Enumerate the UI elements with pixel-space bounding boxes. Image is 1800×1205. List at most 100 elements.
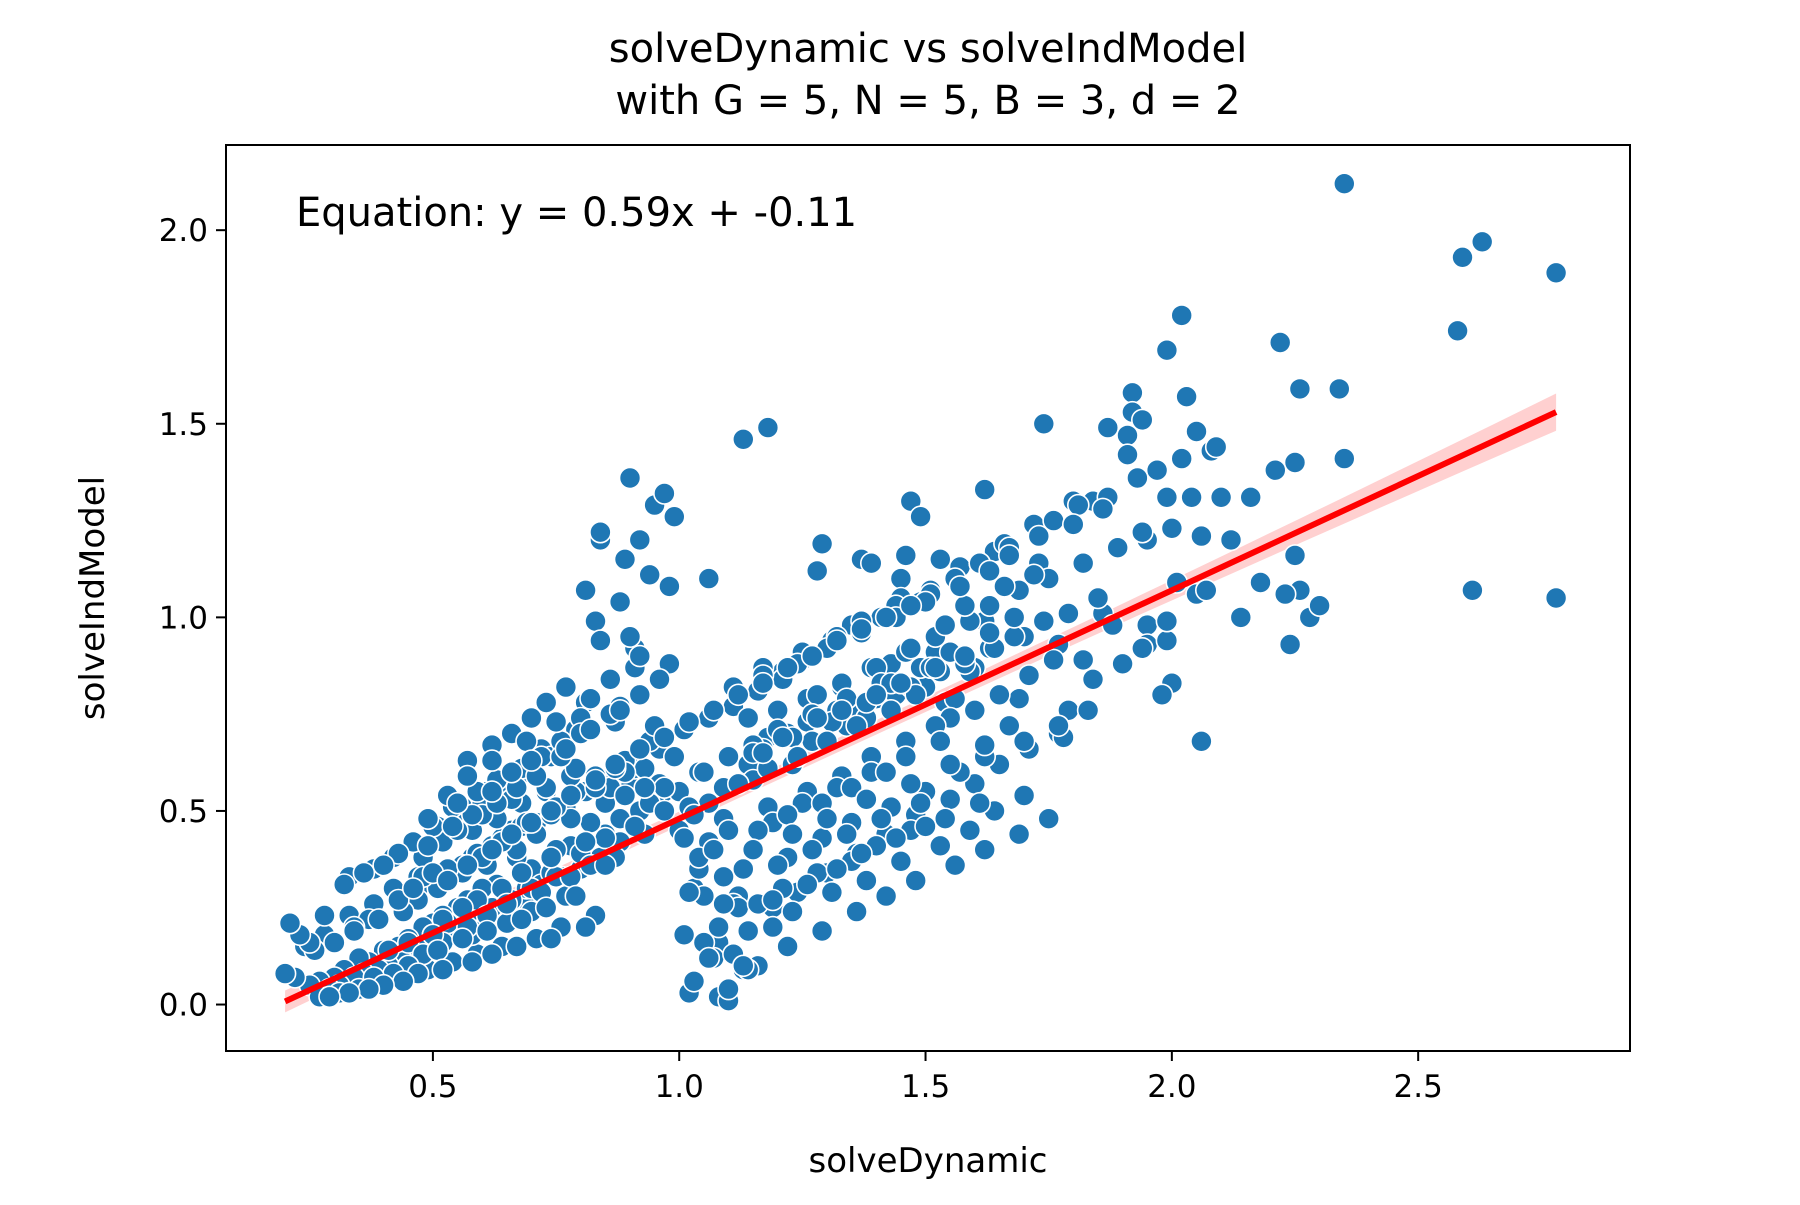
- chart-title-line2: with G = 5, N = 5, B = 3, d = 2: [615, 78, 1240, 124]
- data-point: [767, 855, 788, 876]
- data-point: [634, 758, 655, 779]
- data-point: [393, 971, 414, 992]
- data-point: [418, 808, 439, 829]
- data-point: [654, 800, 675, 821]
- data-point: [1058, 603, 1079, 624]
- data-point: [1186, 421, 1207, 442]
- data-point: [649, 669, 670, 690]
- data-point: [753, 742, 774, 763]
- data-point: [585, 611, 606, 632]
- data-point: [1137, 615, 1158, 636]
- data-point: [895, 746, 916, 767]
- data-point: [565, 886, 586, 907]
- data-point: [275, 963, 296, 984]
- data-point: [1152, 684, 1173, 705]
- data-point: [1038, 808, 1059, 829]
- data-point: [1014, 785, 1035, 806]
- data-point: [826, 630, 847, 651]
- data-point: [610, 591, 631, 612]
- data-point: [462, 951, 483, 972]
- data-point: [954, 646, 975, 667]
- data-point: [915, 816, 936, 837]
- data-point: [437, 870, 458, 891]
- data-point: [940, 789, 961, 810]
- data-point: [718, 979, 739, 1000]
- data-point: [629, 739, 650, 760]
- data-point: [1078, 700, 1099, 721]
- data-point: [802, 646, 823, 667]
- data-point: [546, 711, 567, 732]
- data-point: [506, 936, 527, 957]
- x-axis-label: solveDynamic: [809, 1141, 1048, 1181]
- data-point: [782, 824, 803, 845]
- data-point: [772, 727, 793, 748]
- data-point: [418, 835, 439, 856]
- data-point: [442, 816, 463, 837]
- data-point: [339, 982, 360, 1003]
- data-point: [1132, 638, 1153, 659]
- data-point: [674, 924, 695, 945]
- data-point: [910, 506, 931, 527]
- data-point: [1068, 495, 1089, 516]
- data-point: [905, 870, 926, 891]
- data-point: [679, 882, 700, 903]
- data-point: [1004, 626, 1025, 647]
- data-point: [610, 700, 631, 721]
- data-point: [1275, 584, 1296, 605]
- data-point: [1083, 669, 1104, 690]
- data-point: [1230, 607, 1251, 628]
- data-point: [807, 708, 828, 729]
- data-point: [684, 971, 705, 992]
- data-point: [959, 820, 980, 841]
- data-point: [482, 750, 503, 771]
- data-point: [427, 940, 448, 961]
- data-point: [851, 843, 872, 864]
- data-point: [821, 882, 842, 903]
- data-point: [876, 886, 897, 907]
- data-point: [753, 673, 774, 694]
- data-point: [1048, 715, 1069, 736]
- data-point: [866, 684, 887, 705]
- data-point: [1097, 417, 1118, 438]
- data-point: [1171, 305, 1192, 326]
- data-point: [629, 646, 650, 667]
- data-point: [1211, 487, 1232, 508]
- equation-annotation: Equation: y = 0.59x + -0.11: [296, 190, 857, 236]
- data-point: [1334, 448, 1355, 469]
- data-point: [979, 560, 1000, 581]
- data-point: [654, 727, 675, 748]
- data-point: [516, 731, 537, 752]
- data-point: [620, 468, 641, 489]
- data-point: [629, 684, 650, 705]
- data-point: [713, 893, 734, 914]
- data-point: [1270, 332, 1291, 353]
- data-point: [1546, 588, 1567, 609]
- data-point: [358, 979, 379, 1000]
- data-point: [1073, 649, 1094, 670]
- data-point: [1447, 320, 1468, 341]
- data-point: [1092, 498, 1113, 519]
- data-point: [930, 549, 951, 570]
- data-point: [1043, 649, 1064, 670]
- data-point: [910, 793, 931, 814]
- data-point: [861, 553, 882, 574]
- data-point: [432, 959, 453, 980]
- data-point: [580, 688, 601, 709]
- data-point: [600, 669, 621, 690]
- y-tick-label: 0.5: [159, 794, 208, 830]
- data-point: [1546, 262, 1567, 283]
- data-point: [521, 708, 542, 729]
- data-point: [541, 800, 562, 821]
- data-point: [1117, 444, 1138, 465]
- data-point: [1280, 634, 1301, 655]
- data-point: [590, 522, 611, 543]
- data-point: [890, 673, 911, 694]
- data-point: [536, 897, 557, 918]
- data-point: [319, 986, 340, 1007]
- data-point: [541, 847, 562, 868]
- data-point: [1334, 173, 1355, 194]
- data-point: [738, 921, 759, 942]
- data-point: [698, 568, 719, 589]
- data-point: [1191, 526, 1212, 547]
